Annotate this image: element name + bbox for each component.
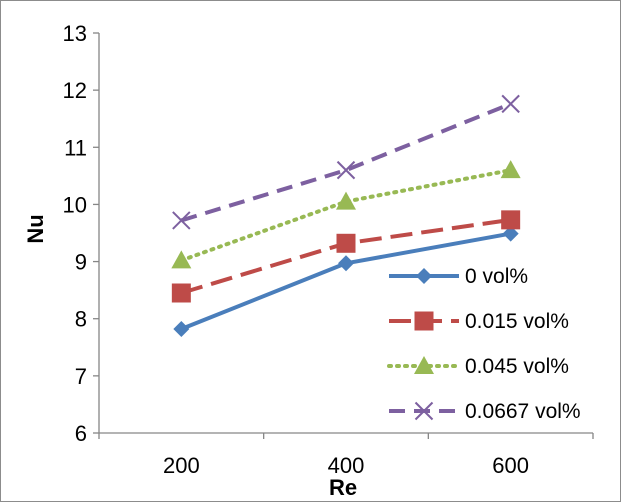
legend-label: 0.0667 vol% <box>465 400 581 423</box>
legend-label: 0.015 vol% <box>465 310 569 333</box>
y-tick-label: 7 <box>75 364 87 389</box>
data-point <box>336 160 356 180</box>
legend-item: 0.015 vol% <box>389 310 569 333</box>
data-point <box>502 225 519 242</box>
legend-item: 0.0667 vol% <box>389 400 581 423</box>
legend-marker <box>414 311 434 331</box>
y-tick-label: 11 <box>64 135 87 160</box>
data-point <box>338 255 354 272</box>
legend-label: 0.045 vol% <box>465 355 569 378</box>
y-tick-label: 8 <box>75 307 87 332</box>
data-point <box>336 191 356 210</box>
data-point <box>501 210 521 230</box>
data-point <box>171 250 192 269</box>
series-2 <box>171 160 521 269</box>
legend: 0 vol% 0.015 vol% 0.045 vol% 0.0667 vol% <box>387 265 581 423</box>
series-1 <box>171 210 521 303</box>
x-tick-label: 200 <box>163 453 200 478</box>
legend-marker <box>414 356 434 374</box>
series-lines <box>171 94 521 337</box>
data-point <box>336 233 356 253</box>
y-axis-title: Nu <box>23 214 48 243</box>
data-point <box>173 321 190 337</box>
data-point <box>171 283 191 303</box>
y-tick-label: 6 <box>75 421 87 446</box>
y-tick-label: 9 <box>75 250 87 275</box>
y-tick-label: 12 <box>63 78 87 103</box>
series-0 <box>173 225 519 337</box>
y-tick-label: 10 <box>63 192 87 217</box>
legend-marker <box>416 268 432 284</box>
data-point <box>500 160 521 179</box>
legend-item: 0 vol% <box>389 265 528 288</box>
legend-marker <box>414 401 434 421</box>
x-tick-label: 600 <box>492 453 529 478</box>
legend-label: 0 vol% <box>465 265 528 288</box>
series-line <box>180 102 512 223</box>
data-point <box>501 94 520 114</box>
data-point <box>172 211 191 230</box>
axes: 6 7 8 9 10 11 12 13 200 400 600 <box>63 21 594 478</box>
y-tick-label: 13 <box>63 21 87 46</box>
legend-item: 0.045 vol% <box>387 355 569 378</box>
x-axis-title: Re <box>329 475 357 500</box>
series-3 <box>172 94 520 230</box>
x-tick-label: 400 <box>328 453 365 478</box>
